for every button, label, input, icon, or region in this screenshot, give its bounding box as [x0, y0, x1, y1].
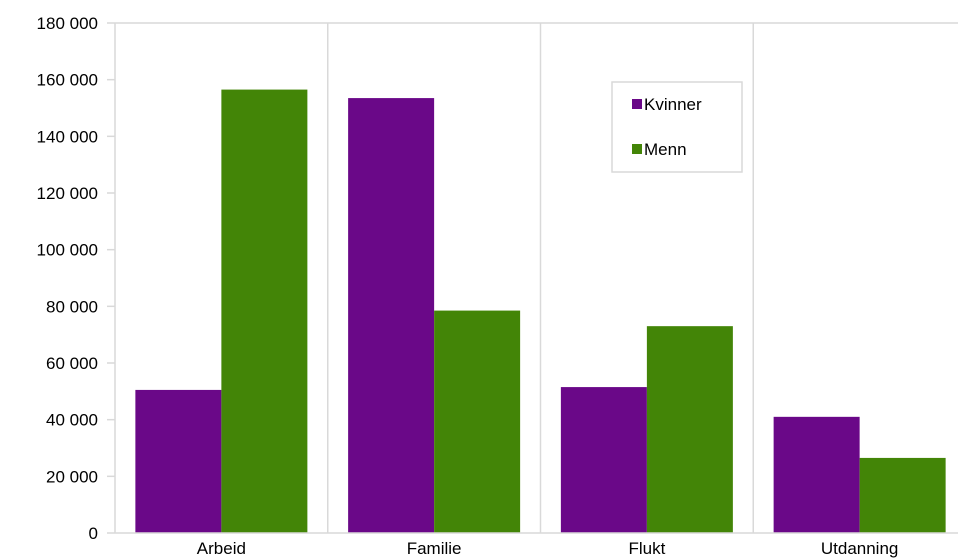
- bar-kvinner-familie: [348, 98, 435, 533]
- x-tick-label: Flukt: [628, 539, 665, 558]
- y-tick-label: 80 000: [46, 297, 98, 316]
- y-tick-label: 140 000: [37, 127, 98, 146]
- x-axis: Arbeid Familie Flukt Utdanning: [115, 532, 958, 558]
- y-tick-label: 60 000: [46, 354, 98, 373]
- legend-box: [611, 81, 743, 173]
- bar-menn-utdanning: [859, 457, 946, 533]
- bar-kvinner-utdanning: [773, 416, 860, 533]
- y-tick-label: 180 000: [37, 14, 98, 33]
- y-tick-label: 100 000: [37, 241, 98, 260]
- y-tick-label: 20 000: [46, 467, 98, 486]
- y-axis: 0 20 000 40 000 60 000 80 000 100 000 120 000 1…: [37, 14, 115, 543]
- bar-kvinner-arbeid: [135, 389, 222, 533]
- gridlines: [114, 22, 958, 533]
- bar-menn-flukt: [646, 326, 733, 533]
- bar-menn-arbeid: [221, 89, 308, 533]
- legend: Kvinner Menn: [611, 81, 743, 173]
- y-tick-label: 40 000: [46, 411, 98, 430]
- x-tick-label: Arbeid: [197, 539, 246, 558]
- y-tick-label: 0: [89, 524, 98, 543]
- x-tick-label: Utdanning: [821, 539, 899, 558]
- x-tick-label: Familie: [407, 539, 462, 558]
- y-tick-label: 160 000: [37, 71, 98, 90]
- legend-label: Menn: [644, 140, 687, 159]
- legend-swatch: [632, 144, 642, 154]
- bar-kvinner-flukt: [560, 387, 647, 533]
- bars: [135, 89, 946, 533]
- bar-menn-familie: [434, 310, 521, 533]
- legend-label: Kvinner: [644, 95, 702, 114]
- y-tick-label: 120 000: [37, 184, 98, 203]
- legend-swatch: [632, 99, 642, 109]
